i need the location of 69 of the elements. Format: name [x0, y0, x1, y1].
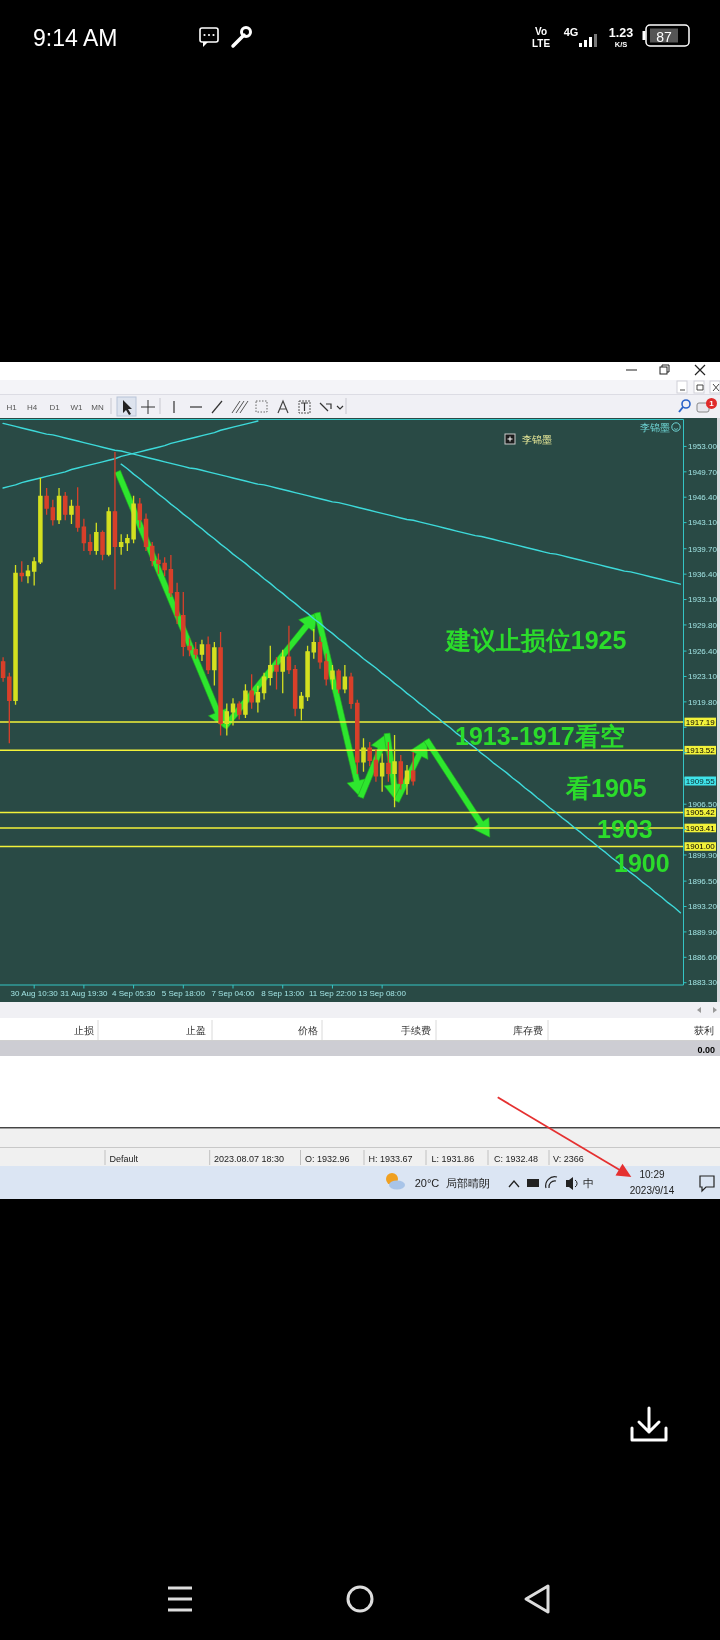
y-tick-label: 1889.90 [688, 927, 718, 937]
text: 库存费 [513, 1025, 543, 1036]
text: 获利 [694, 1025, 714, 1036]
x-tick-label: 4 Sep 05:30 [112, 988, 156, 998]
text: 手续费 [401, 1025, 431, 1036]
ref-line-label: 1913.52 [685, 745, 716, 755]
y-tick-label: 1896.50 [688, 876, 718, 886]
text: O: 1932.96 [305, 1153, 350, 1164]
text: MN [91, 403, 104, 412]
x-tick-label: 5 Sep 18:00 [161, 988, 206, 998]
text: 2023/9/14 [629, 1185, 675, 1196]
annotation: 李锦墨 [640, 422, 670, 433]
x-tick-label: 31 Aug 19:30 [60, 988, 109, 998]
text: H1 [6, 403, 18, 412]
annotation: 1900 [614, 848, 670, 877]
y-tick-label: 1939.70 [688, 544, 718, 554]
annotation: 建议止损位1925 [443, 626, 627, 654]
x-tick-label: 7 Sep 04:00 [211, 988, 256, 998]
y-tick-label: 1949.70 [688, 467, 718, 477]
y-tick-label: 1943.10 [688, 518, 718, 528]
y-tick-label: 1886.60 [688, 953, 718, 963]
y-tick-label: 1933.10 [688, 595, 718, 605]
text: 1909.55 [685, 776, 716, 786]
y-tick-label: 1929.80 [688, 620, 718, 630]
text: 0.00 [697, 1044, 715, 1055]
text: Vo [534, 26, 548, 37]
y-tick-label: 1936.40 [688, 569, 718, 579]
text: 20°C [414, 1176, 440, 1189]
text: H: 1933.67 [368, 1153, 413, 1164]
y-tick-label: 1893.20 [688, 902, 718, 912]
text: W1 [70, 403, 84, 412]
y-tick-label: 1953.00 [688, 442, 718, 452]
ref-line-label: 1917.19 [685, 717, 716, 727]
text: Default [109, 1153, 139, 1164]
text: 价格 [297, 1025, 318, 1036]
y-tick-label: 1883.30 [688, 978, 718, 988]
text: 中 [582, 1176, 594, 1189]
annotation: 1913-1917看空 [455, 721, 625, 750]
text: V: 2366 [553, 1153, 584, 1164]
annotation: 看1905 [565, 774, 647, 802]
y-tick-label: 1946.40 [688, 493, 718, 503]
ref-line-label: 1905.42 [685, 808, 716, 818]
text: C: 1932.48 [494, 1153, 539, 1164]
y-tick-label: 1919.80 [688, 697, 718, 707]
y-tick-label: 1906.50 [688, 799, 718, 809]
text: L: 1931.86 [431, 1153, 475, 1164]
text: LTE [531, 37, 551, 49]
x-tick-label: 8 Sep 13:00 [261, 988, 305, 998]
text: 止损 [73, 1025, 94, 1036]
text: 止盈 [186, 1025, 206, 1036]
text: 2023.08.07 18:30 [214, 1153, 285, 1164]
annotation: 李锦墨 [522, 433, 552, 445]
text: 局部晴朗 [446, 1176, 490, 1189]
y-tick-label: 1899.90 [688, 850, 718, 860]
text: 1.23 [608, 25, 634, 40]
ref-line-label: 1901.00 [685, 842, 716, 852]
y-tick-label: 1926.40 [688, 646, 718, 656]
y-tick-label: 1923.10 [688, 672, 718, 682]
text: 87 [656, 28, 672, 45]
text: H4 [26, 403, 38, 412]
text: 1 [709, 399, 715, 409]
text: D1 [49, 403, 61, 412]
x-tick-label: 11 Sep 22:00 [308, 988, 357, 998]
text: 9:14 AM [33, 25, 118, 51]
x-tick-label: 13 Sep 08:00 [358, 988, 407, 998]
x-tick-label: 30 Aug 10:30 [10, 988, 59, 998]
text: 10:29 [639, 1169, 665, 1180]
text: 4G [563, 25, 579, 38]
ref-line-label: 1903.41 [685, 823, 716, 833]
